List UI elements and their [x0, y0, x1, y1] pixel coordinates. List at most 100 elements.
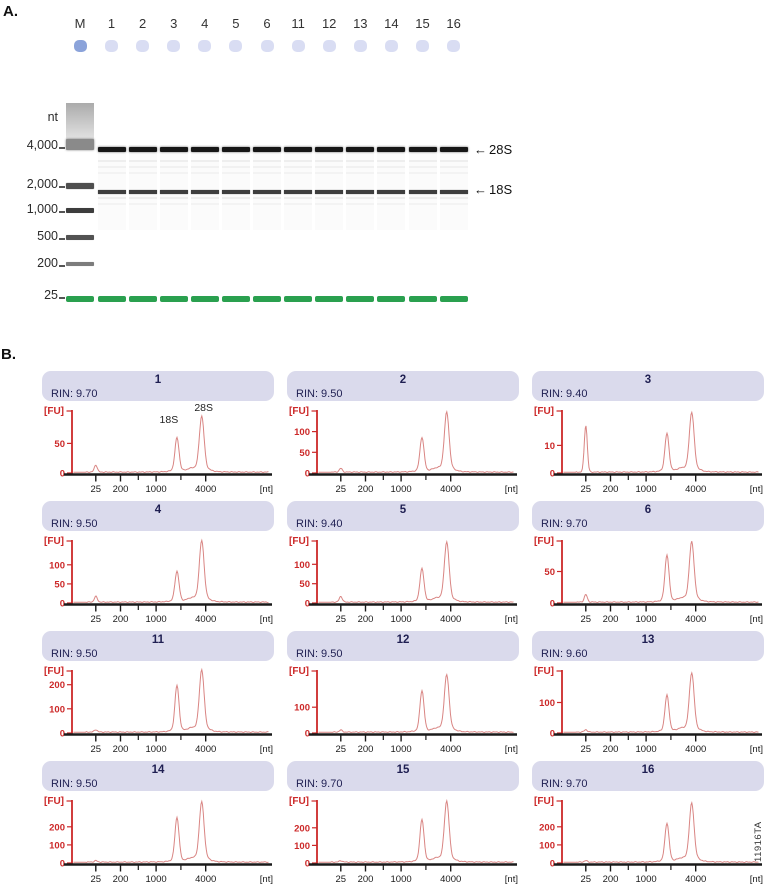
x-axis-label: [nt] — [260, 874, 273, 885]
electropherogram-chart: [FU] 0 100 25 200 1000 4000 [nt] — [289, 666, 518, 755]
y-tick-label: 0 — [550, 469, 555, 480]
electropherogram-chart: [FU] 0 100 25 200 1000 4000 [nt] — [534, 666, 763, 755]
y-tick-label: 200 — [539, 822, 555, 833]
fluorescence-trace — [73, 799, 269, 864]
faint-band — [222, 172, 250, 174]
x-tick-label: 25 — [581, 874, 592, 885]
sample-header: 16 RIN: 9.70 — [532, 761, 764, 791]
size-marker-tick — [59, 186, 65, 188]
x-tick-label: 1000 — [636, 744, 657, 755]
faint-band — [159, 160, 188, 162]
electropherogram-chart: [FU] 0 100 200 25 200 1000 4000 [nt] — [44, 796, 273, 885]
peak-label-18s: 18S — [160, 414, 179, 426]
lower-marker-band — [408, 296, 437, 302]
faint-band — [408, 166, 437, 168]
lane-background-smear — [98, 145, 126, 230]
marker-band — [66, 208, 94, 213]
rrna-18s-band — [439, 190, 468, 194]
sample-number: 16 — [641, 764, 655, 776]
x-tick-label: 4000 — [685, 744, 706, 755]
size-marker-label: 200 — [37, 256, 58, 270]
y-axis-label: [FU] — [534, 666, 554, 677]
x-tick-label: 1000 — [146, 484, 167, 495]
x-tick-label: 25 — [336, 614, 347, 625]
electropherogram-chart: [FU] 0 100 200 25 200 1000 4000 [nt] — [289, 796, 518, 885]
faint-band — [377, 160, 406, 162]
rrna-28s-band — [253, 147, 281, 152]
faint-band — [315, 203, 343, 205]
faint-band — [129, 172, 157, 174]
faint-band — [346, 160, 375, 162]
rrna-28s-band — [284, 147, 313, 152]
sample-well — [384, 40, 398, 52]
rrna-28s-band — [190, 147, 219, 152]
gel-lane-label: 4 — [201, 16, 209, 31]
lower-marker-band — [128, 296, 157, 302]
rrna-28s-band — [128, 147, 157, 152]
x-tick-label: 1000 — [636, 874, 657, 885]
y-tick-label: 200 — [49, 822, 65, 833]
x-tick-label: 4000 — [195, 744, 216, 755]
y-axis-label: [FU] — [534, 536, 554, 547]
faint-band — [253, 166, 281, 168]
sample-well — [198, 40, 212, 52]
gel-lane-label: 1 — [107, 16, 116, 31]
x-axis-label: [nt] — [505, 614, 518, 625]
faint-band — [221, 166, 250, 168]
x-axis-label: [nt] — [260, 614, 273, 625]
lane-background-smear — [191, 145, 219, 230]
sample-well — [322, 40, 336, 52]
x-tick-label: 1000 — [146, 874, 167, 885]
fluorescence-trace — [563, 671, 759, 734]
marker-lane-smear — [66, 103, 94, 143]
y-axis-label: [FU] — [289, 406, 309, 417]
x-tick-label: 200 — [603, 484, 619, 495]
y-tick-label: 10 — [544, 441, 555, 452]
gel-lane-label: 5 — [232, 16, 240, 31]
faint-band — [97, 160, 126, 162]
gel-lane-label: 2 — [138, 16, 147, 31]
lower-marker-band — [190, 296, 219, 302]
faint-band — [129, 203, 157, 205]
faint-band — [98, 172, 126, 174]
electropherogram-chart: [FU] 0 50 100 25 200 1000 4000 [nt] — [44, 536, 273, 625]
gel-lane-label: 3 — [170, 16, 178, 31]
rrna-28s-band — [439, 147, 468, 152]
panel-b-label: B. — [1, 346, 16, 363]
x-tick-label: 1000 — [146, 744, 167, 755]
rin-value: RIN: 9.40 — [541, 388, 588, 400]
fluorescence-trace — [73, 414, 269, 474]
y-tick-label: 0 — [305, 859, 310, 870]
y-axis-label: [FU] — [534, 796, 554, 807]
rrna-18s-band — [128, 190, 157, 194]
faint-band — [346, 203, 374, 205]
rrna-18s-band — [253, 190, 281, 194]
y-tick-label: 100 — [49, 560, 65, 571]
y-tick-label: 0 — [305, 599, 310, 610]
x-tick-label: 1000 — [391, 614, 412, 625]
faint-band — [97, 197, 126, 199]
sample-number: 1 — [154, 374, 162, 386]
sample-header: 1 RIN: 9.70 — [42, 371, 274, 401]
lower-marker-band — [66, 296, 94, 302]
faint-band — [409, 172, 437, 174]
lower-marker-band — [159, 296, 188, 302]
rrna-18s-band — [315, 190, 344, 194]
y-tick-label: 0 — [60, 599, 65, 610]
faint-band — [222, 203, 250, 205]
x-tick-label: 1000 — [636, 614, 657, 625]
faint-band — [408, 197, 437, 199]
band-annotation: ← 18S — [474, 182, 512, 197]
x-tick-label: 4000 — [195, 614, 216, 625]
rin-value: RIN: 9.50 — [51, 778, 98, 790]
rrna-28s-band — [221, 147, 250, 152]
lane-background-smear — [440, 145, 468, 230]
electropherogram-panel: 6 RIN: 9.70 [FU] 0 50 25 200 1000 4000 [nt] — [532, 501, 764, 631]
rrna-18s-band — [346, 190, 375, 194]
sample-well — [73, 40, 87, 52]
rrna-28s-band — [159, 147, 188, 152]
x-tick-label: 200 — [603, 744, 619, 755]
x-tick-label: 4000 — [685, 484, 706, 495]
faint-band — [315, 197, 344, 199]
faint-band — [128, 197, 157, 199]
